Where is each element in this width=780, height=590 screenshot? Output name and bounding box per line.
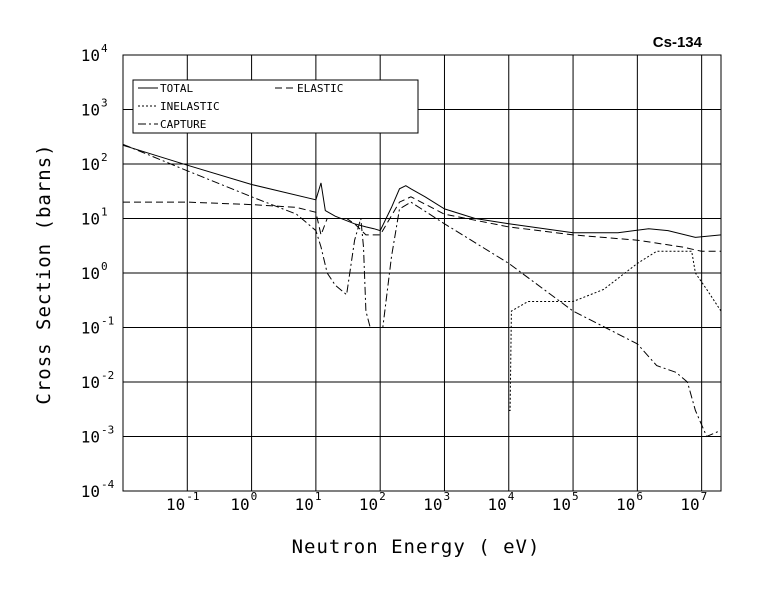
x-tick-label: 10 [680, 495, 699, 514]
tick-labels: 10 -1 10 0 10 1 10 2 10 3 10 4 10 5 10 6 10 710 410 310 210 1… [81, 42, 708, 514]
y-tick-exponent: 1 [101, 206, 108, 219]
y-tick-label: 10 [81, 264, 100, 283]
x-tick-exponent: 1 [315, 490, 322, 503]
x-tick-label: 10 [487, 495, 506, 514]
x-axis-label: Neutron Energy ( eV) [292, 536, 541, 558]
x-tick-exponent: 2 [379, 490, 386, 503]
series-line-total [122, 144, 722, 238]
x-tick-label: 10 [616, 495, 635, 514]
y-tick-exponent: -3 [101, 424, 114, 437]
x-tick-exponent: -1 [186, 490, 199, 503]
y-tick-exponent: 2 [101, 151, 108, 164]
x-tick-exponent: 7 [701, 490, 708, 503]
legend-box [132, 79, 419, 134]
series-line-elastic [123, 196, 721, 252]
x-tick-label: 10 [359, 495, 378, 514]
x-tick-label: 10 [166, 495, 185, 514]
chart-title: Cs-134 [653, 34, 703, 51]
x-tick-label: 10 [230, 495, 249, 514]
plot-frame [122, 54, 722, 492]
legend-label-inelastic: INELASTIC [160, 100, 220, 113]
legend-label-capture: CAPTURE [160, 118, 206, 131]
legend: TOTAL ELASTIC INELASTIC CAPTURE [132, 79, 419, 134]
x-tick-exponent: 3 [443, 490, 450, 503]
y-tick-exponent: 3 [101, 97, 108, 110]
y-tick-label: 10 [81, 101, 100, 120]
y-axis-label: Cross Section (barns) [33, 143, 55, 404]
y-tick-label: 10 [81, 319, 100, 338]
series-line-inelastic [508, 250, 722, 411]
y-tick-label: 10 [81, 482, 100, 501]
y-tick-label: 10 [81, 428, 100, 447]
x-tick-exponent: 5 [572, 490, 579, 503]
y-tick-label: 10 [81, 155, 100, 174]
y-tick-label: 10 [81, 373, 100, 392]
x-tick-label: 10 [552, 495, 571, 514]
y-tick-label: 10 [81, 46, 100, 65]
y-tick-exponent: 4 [101, 42, 108, 55]
y-tick-label: 10 [81, 210, 100, 229]
y-tick-exponent: -2 [101, 369, 114, 382]
legend-label-elastic: ELASTIC [297, 82, 343, 95]
legend-label-total: TOTAL [160, 82, 193, 95]
x-tick-label: 10 [423, 495, 442, 514]
y-tick-exponent: 0 [101, 260, 108, 273]
series-layer [122, 143, 722, 438]
y-tick-exponent: -1 [101, 315, 114, 328]
x-tick-exponent: 6 [636, 490, 643, 503]
y-tick-exponent: -4 [101, 478, 115, 491]
x-tick-exponent: 4 [508, 490, 515, 503]
x-tick-label: 10 [295, 495, 314, 514]
x-tick-exponent: 0 [251, 490, 258, 503]
series-line-capture [122, 143, 722, 438]
